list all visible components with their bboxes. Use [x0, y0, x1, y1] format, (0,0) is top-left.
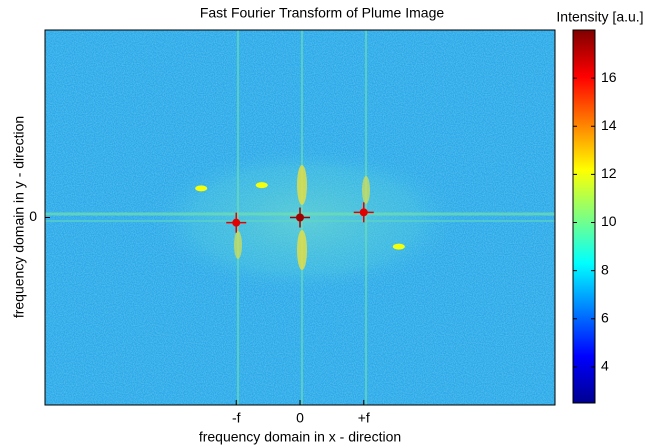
- x-tick-label: +f: [358, 410, 370, 426]
- colorbar-tick-label: 4: [601, 358, 609, 374]
- y-tick-label: 0: [29, 208, 37, 224]
- colorbar-tick-label: 12: [601, 165, 617, 181]
- x-axis-label: frequency domain in x - direction: [199, 429, 401, 445]
- colorbar: [572, 29, 596, 404]
- chart-title: Fast Fourier Transform of Plume Image: [200, 5, 445, 21]
- peak: [392, 243, 405, 250]
- colorbar-title: Intensity [a.u.]: [556, 9, 643, 25]
- peak: [255, 182, 268, 189]
- x-tick-label: 0: [296, 410, 304, 426]
- x-tick-label: -f: [232, 410, 241, 426]
- y-axis-label: frequency domain in y - direction: [11, 116, 27, 318]
- colorbar-tick-label: 10: [601, 213, 617, 229]
- colorbar-tick-label: 6: [601, 309, 609, 325]
- colorbar-tick-label: 16: [601, 69, 617, 85]
- peak: [195, 185, 208, 192]
- colorbar-tick-label: 8: [601, 261, 609, 277]
- colorbar-tick-label: 14: [601, 117, 617, 133]
